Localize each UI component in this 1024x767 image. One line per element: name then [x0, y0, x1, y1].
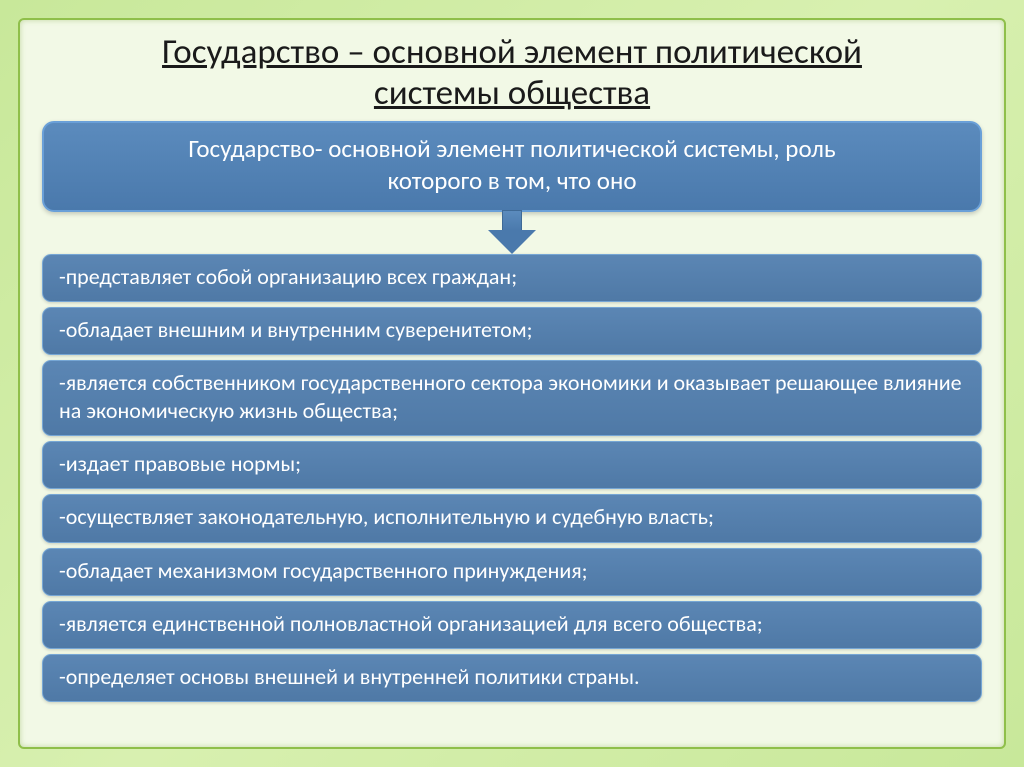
title-line-2: системы общества: [374, 72, 650, 114]
list-item: -обладает механизмом государственного пр…: [42, 548, 982, 596]
list-item: -является собственником государственного…: [42, 360, 982, 436]
header-line-1: Государство- основной элемент политическ…: [188, 133, 835, 164]
page-title: Государство – основной элемент политичес…: [42, 32, 982, 115]
list-item: -издает правовые нормы;: [42, 441, 982, 489]
item-list: -представляет собой организацию всех гра…: [42, 254, 982, 702]
list-item: -представляет собой организацию всех гра…: [42, 254, 982, 302]
list-item: -обладает внешним и внутренним суверенит…: [42, 307, 982, 355]
slide-inner: Государство – основной элемент политичес…: [18, 18, 1006, 749]
slide: Государство – основной элемент политичес…: [0, 0, 1024, 767]
title-line-1: Государство – основной элемент политичес…: [162, 31, 862, 73]
header-line-2: которого в том, что оно: [387, 165, 636, 196]
list-item: -является единственной полновластной орг…: [42, 601, 982, 649]
arrow-down-icon: [42, 210, 982, 256]
list-item: -определяет основы внешней и внутренней …: [42, 654, 982, 702]
list-item: -осуществляет законодательную, исполните…: [42, 494, 982, 542]
header-box: Государство- основной элемент политическ…: [42, 121, 982, 212]
